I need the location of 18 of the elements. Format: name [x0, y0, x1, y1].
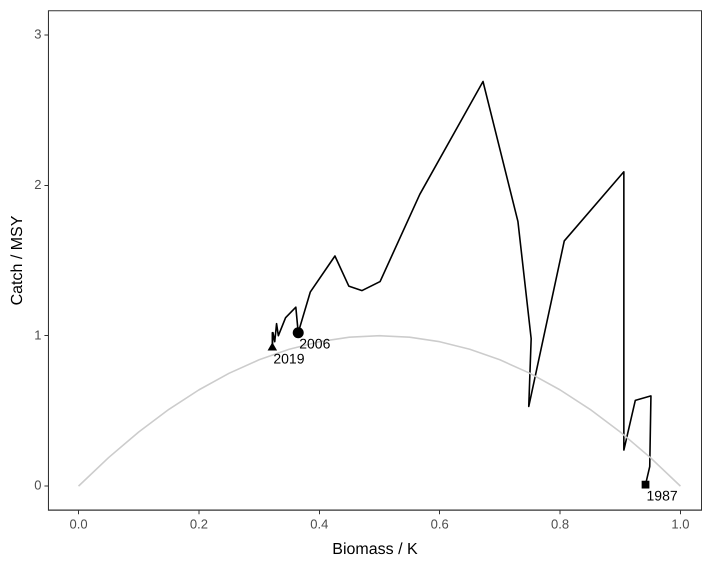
x-tick-label: 0.8 — [551, 516, 570, 532]
point — [268, 342, 278, 350]
y-tick-label: 3 — [34, 26, 42, 42]
annotation: 2006 — [299, 336, 331, 352]
y-tick-label: 1 — [34, 327, 42, 342]
x-tick-label: 0.4 — [310, 516, 328, 532]
x-axis-title: Biomass / K — [332, 540, 418, 558]
y-axis-title: Catch / MSY — [9, 215, 26, 306]
point — [642, 480, 650, 489]
annotation: 2019 — [273, 350, 305, 367]
y-tick-label: 0 — [34, 478, 42, 493]
x-tick-label: 1.0 — [671, 516, 690, 532]
x-tick-label: 0.2 — [190, 516, 208, 532]
annotation: 1987 — [646, 487, 678, 504]
point — [292, 327, 304, 338]
x-tick-label: 0.0 — [69, 516, 88, 532]
x-tick-label: 0.6 — [430, 516, 449, 532]
y-tick-label: 2 — [34, 176, 42, 192]
